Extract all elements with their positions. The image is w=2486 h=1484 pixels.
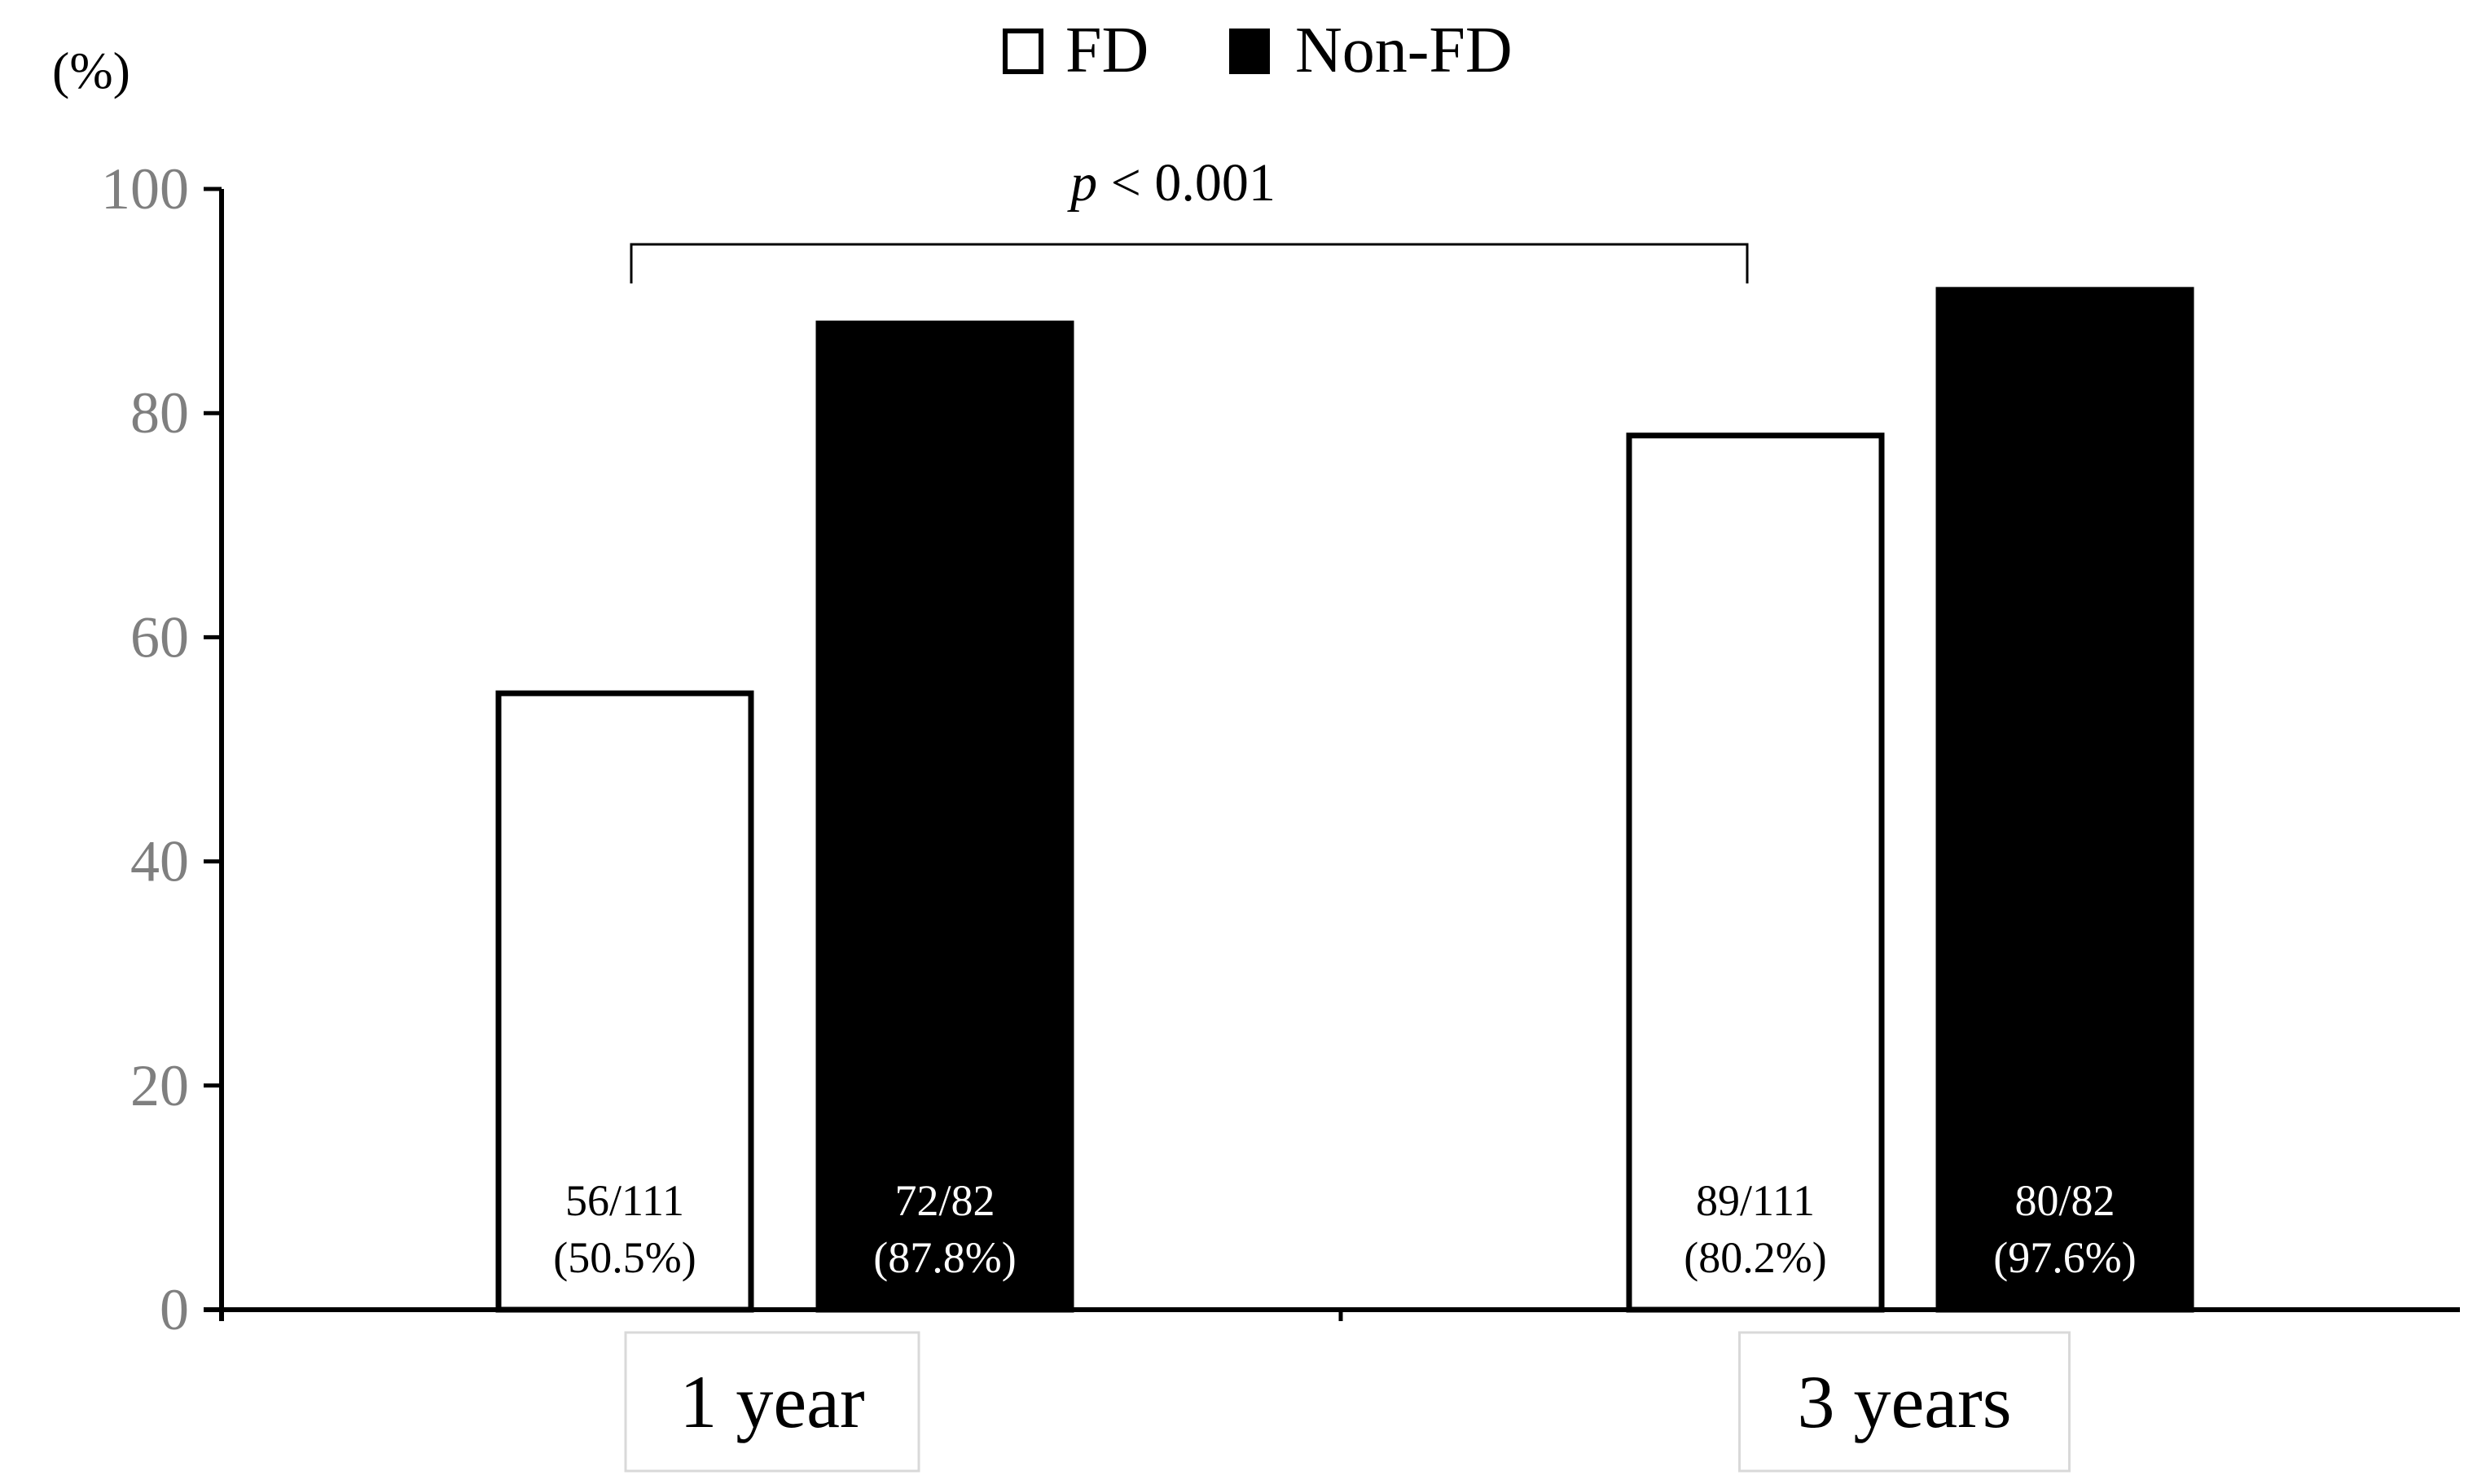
bar-non-fd-1 (815, 320, 1074, 1313)
p-value-symbol: p (1067, 153, 1097, 213)
y-tick-label: 100 (101, 156, 189, 222)
x-category-label: 3 years (1797, 1360, 2011, 1443)
data-label-count: 89/111 (1696, 1176, 1815, 1225)
data-label-percent: (97.6%) (1993, 1233, 2136, 1282)
y-axis-unit-label: (%) (52, 42, 130, 99)
data-label-count: 72/82 (894, 1176, 995, 1225)
p-value-text: < 0.001 (1097, 153, 1276, 213)
bar-non-fd-2 (1935, 287, 2194, 1313)
data-label-percent: (50.5%) (553, 1233, 696, 1282)
data-label-count: 56/111 (565, 1176, 684, 1225)
y-tick-label: 60 (130, 604, 189, 670)
y-tick-label: 40 (130, 829, 189, 894)
bar-fd-1 (495, 690, 754, 1313)
significance-bracket (630, 243, 1749, 283)
y-tick-label: 80 (130, 380, 189, 446)
x-category-box (1738, 1331, 2071, 1473)
data-label-count: 80/82 (2014, 1176, 2115, 1225)
data-label-percent: (87.8%) (873, 1233, 1016, 1282)
p-value-annotation: p < 0.001 (1067, 153, 1276, 213)
data-label-percent: (80.2%) (1684, 1233, 1826, 1282)
x-category-box (624, 1331, 920, 1473)
legend-label: FD (1065, 15, 1149, 86)
bar-fd-2 (1626, 432, 1885, 1313)
y-tick-label: 20 (130, 1053, 189, 1118)
x-category-label: 1 year (679, 1360, 864, 1443)
legend-label: Non-FD (1295, 15, 1513, 86)
y-tick-label: 0 (160, 1277, 189, 1342)
legend-swatch-fd (1003, 29, 1043, 74)
legend-swatch-non-fd (1229, 29, 1270, 74)
